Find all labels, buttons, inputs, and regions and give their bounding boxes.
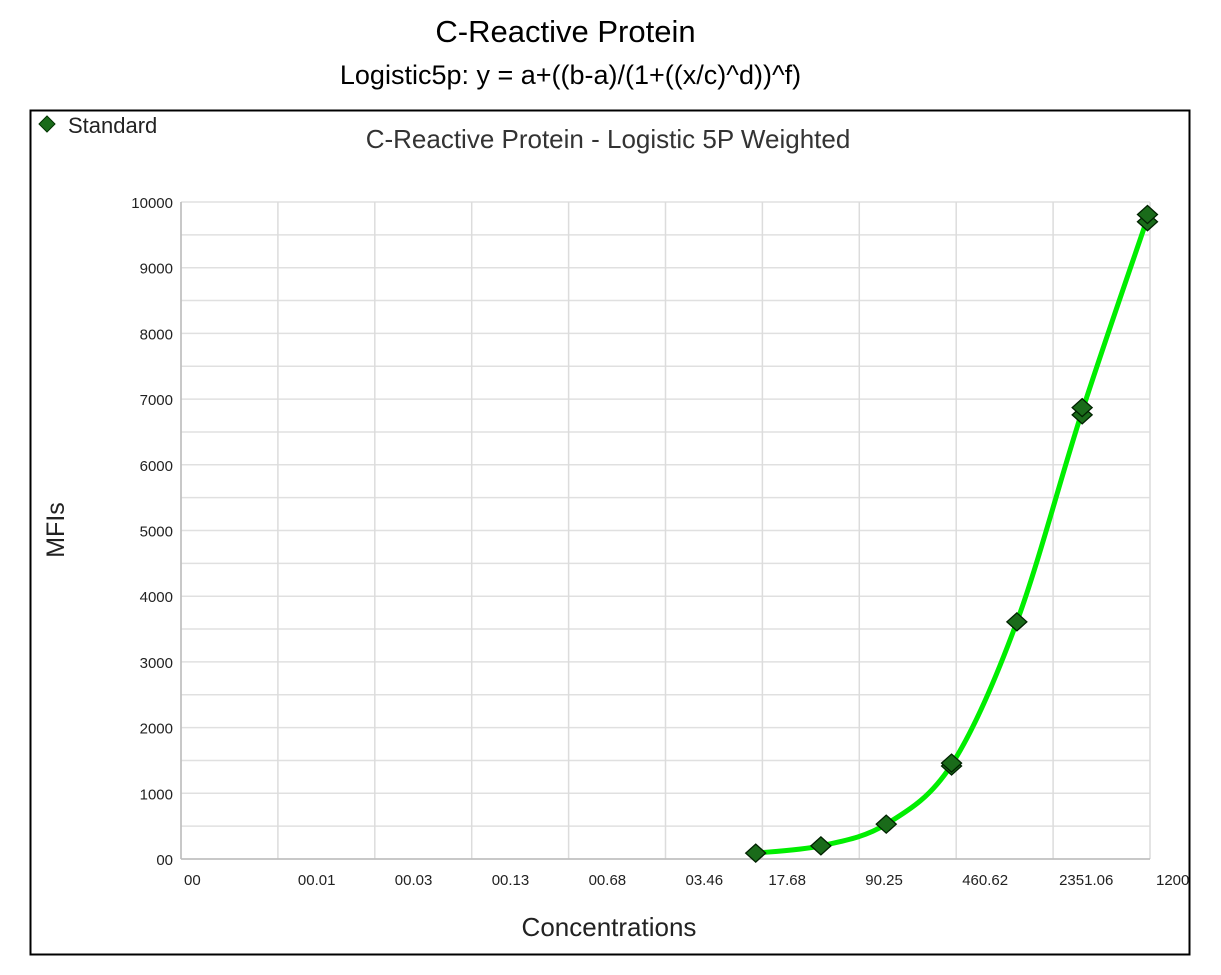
chart-title: C-Reactive Protein - Logistic 5P Weighte… [366,124,851,154]
y-tick-label: 8000 [140,326,173,343]
legend: Standard [38,113,157,138]
data-point-diamond [1071,397,1094,418]
y-axis-label: MFIs [42,502,70,558]
x-tick-label: 90.25 [865,872,903,889]
formula-subtitle: Logistic5p: y = a+((b-a)/(1+((x/c)^d))^f… [339,60,802,90]
legend-label: Standard [68,113,157,138]
x-tick-label: 00 [184,872,201,889]
x-tick-label: 00.13 [492,872,530,889]
data-point-diamond [940,753,963,773]
y-tick-label: 1000 [140,786,173,803]
x-tick-label: 17.68 [768,872,806,889]
y-tick-label: 00 [156,852,173,869]
fit-curve-line [755,217,1150,856]
y-tick-label: 9000 [140,261,173,278]
y-tick-label: 4000 [140,589,173,606]
y-tick-label: 3000 [140,655,173,672]
data-point-diamond [744,843,767,863]
legend-diamond-icon [38,115,56,133]
page-title: C-Reactive Protein [435,14,696,49]
y-tick-label: 10000 [131,195,173,212]
x-tick-label: 00.01 [298,872,336,889]
y-tick-label: 5000 [140,524,173,541]
x-tick-label: 2351.06 [1059,872,1113,889]
x-tick-label: 00.03 [395,872,433,889]
x-tick-label: 460.62 [962,872,1008,889]
x-tick-label: 00.68 [589,872,627,889]
data-point-diamond [875,814,898,835]
data-point-diamond [1136,204,1159,225]
y-tick-label: 2000 [140,721,173,738]
data-point-diamond [809,835,832,856]
x-tick-label: 1200 [1156,872,1189,889]
y-tick-label: 6000 [140,458,173,475]
x-tick-label: 03.46 [686,872,724,889]
grid [180,201,1151,860]
x-axis-label: Concentrations [522,912,697,942]
data-point-diamond [1005,611,1028,632]
y-tick-label: 7000 [140,392,173,409]
chart-frame [29,109,1191,956]
